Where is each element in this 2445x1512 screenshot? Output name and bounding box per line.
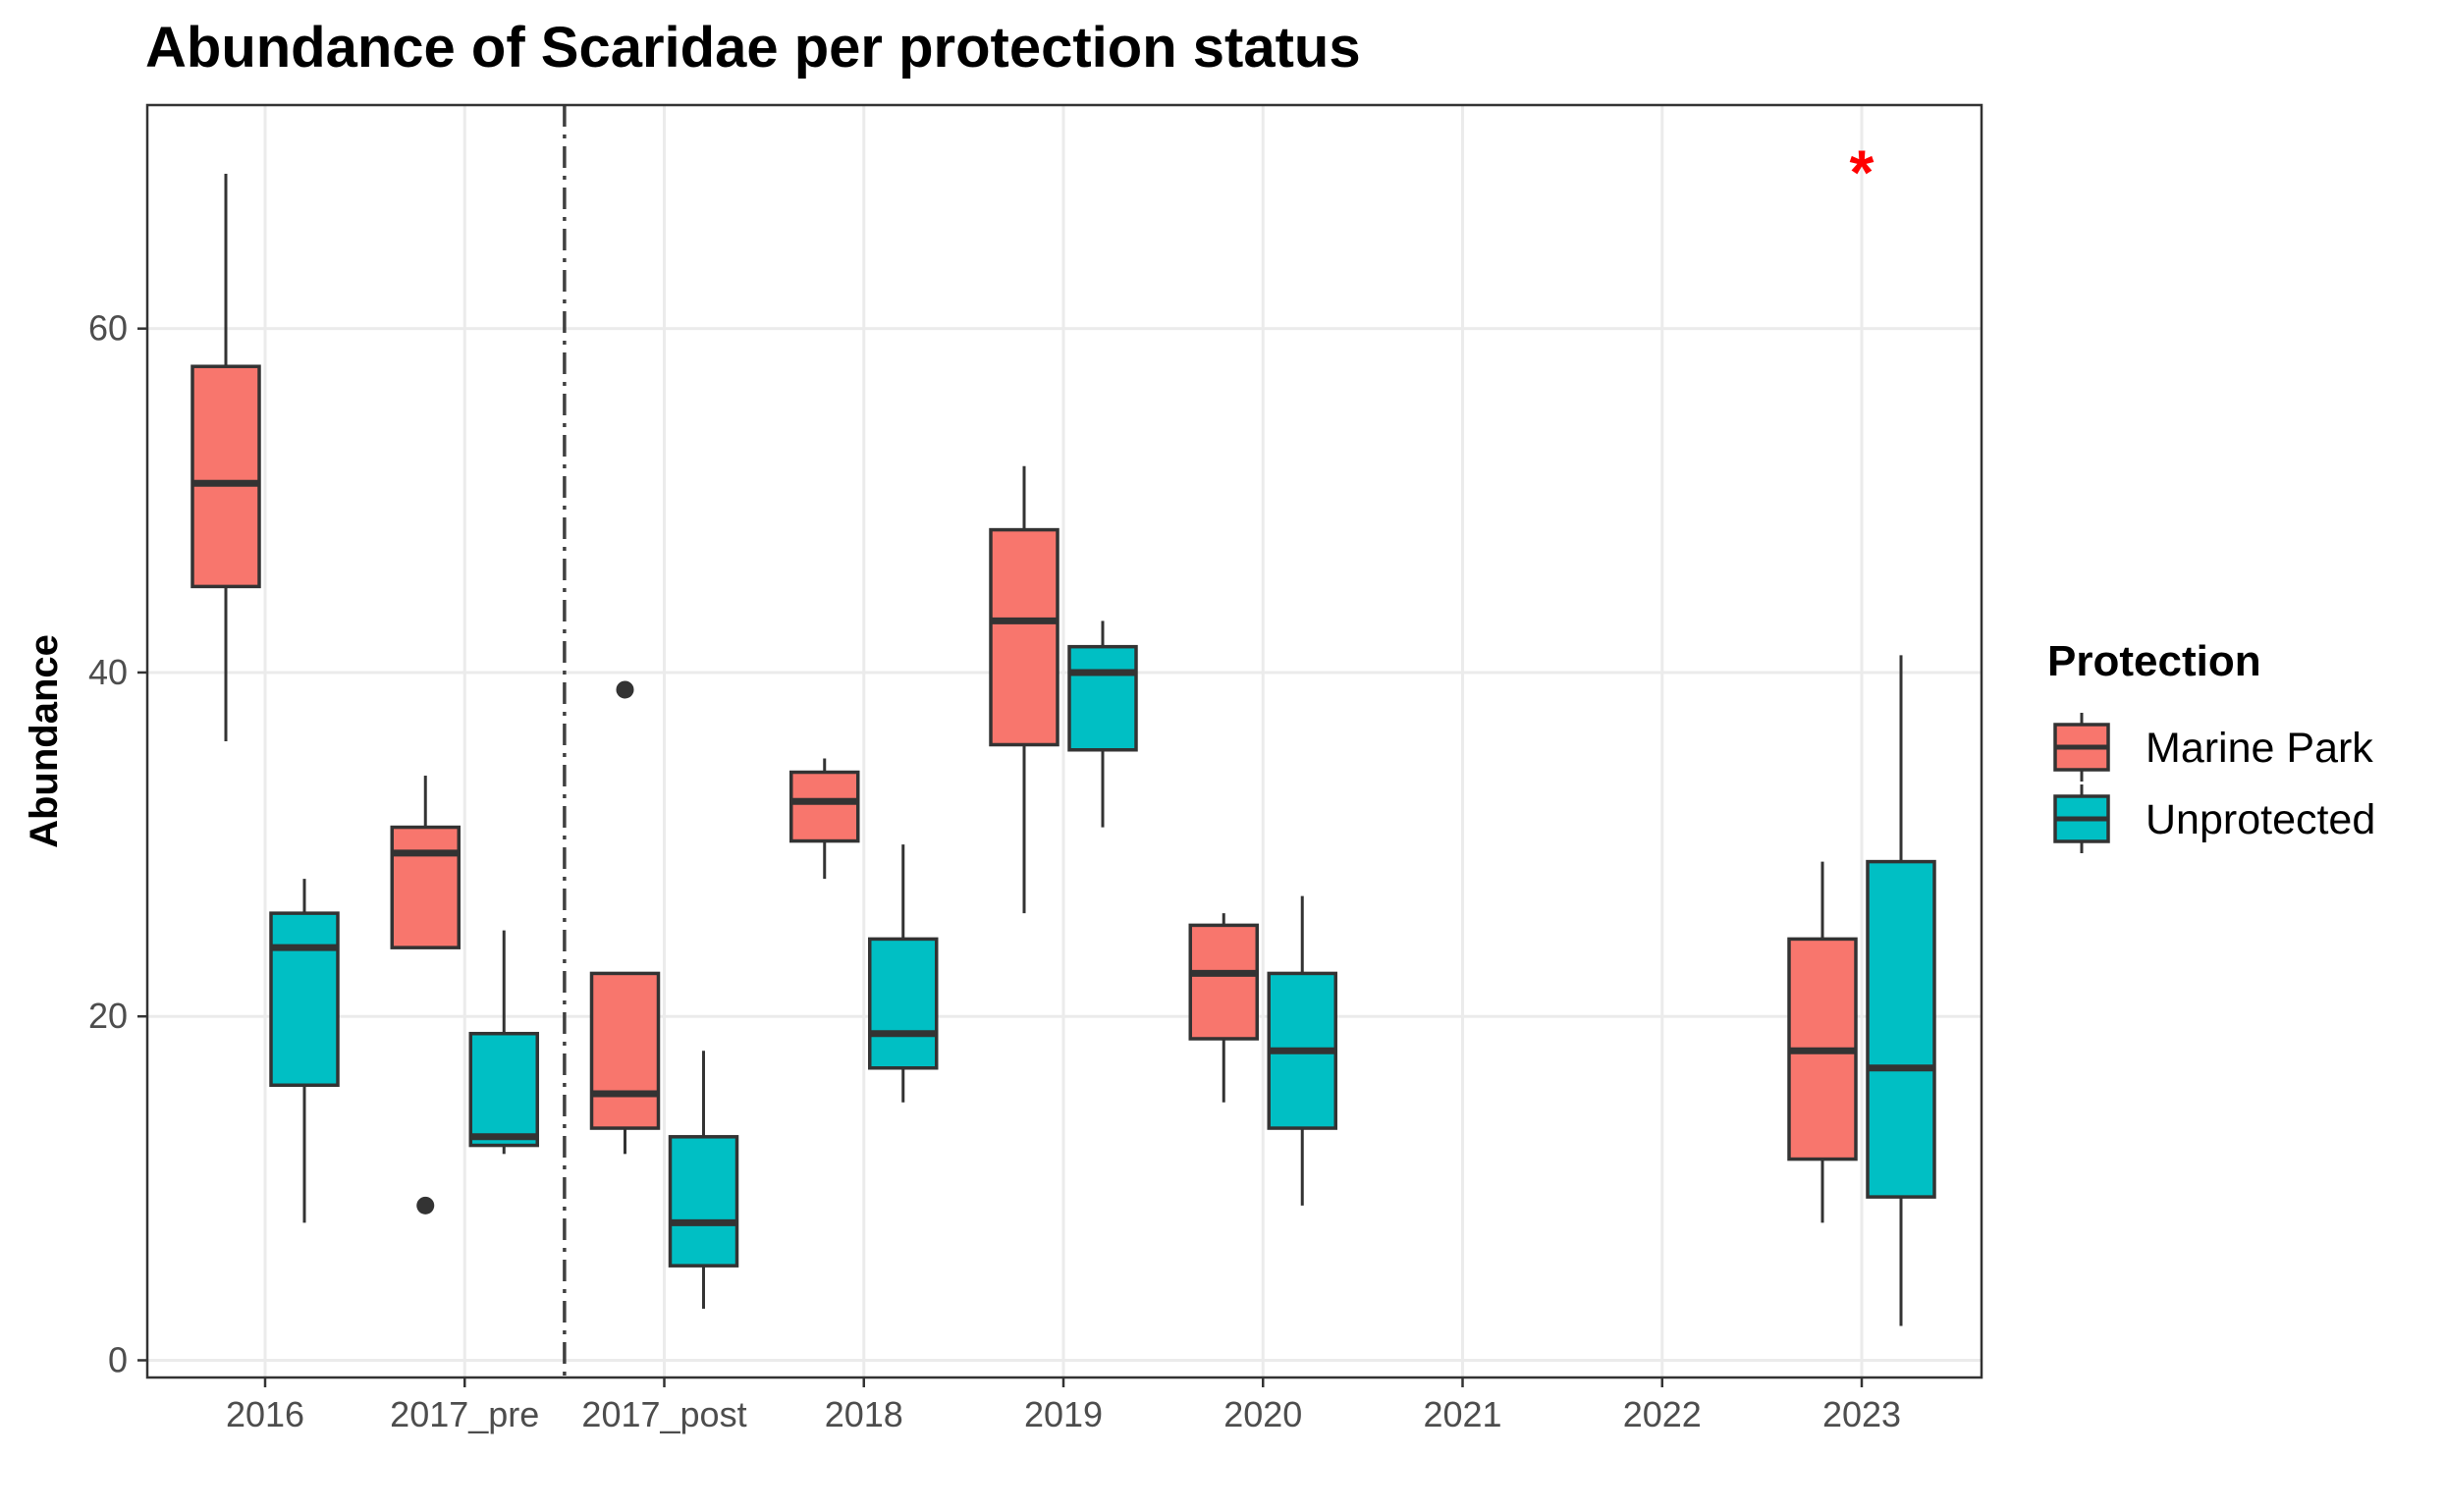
x-tick-label: 2017_pre xyxy=(390,1394,539,1434)
box-body xyxy=(269,911,340,1088)
x-tick-label: 2022 xyxy=(1623,1394,1702,1434)
box-body xyxy=(1067,644,1138,752)
box-body xyxy=(789,770,860,843)
box-marine-park-2016 xyxy=(190,174,261,741)
chart-title: Abundance of Scaridae per protection sta… xyxy=(145,16,1361,80)
box-body xyxy=(989,527,1060,747)
legend-label: Marine Park xyxy=(2146,725,2373,772)
y-tick-label: 60 xyxy=(88,308,128,349)
box-body xyxy=(589,971,661,1130)
legend-title: Protection xyxy=(2047,637,2261,685)
box-body xyxy=(1866,859,1936,1199)
y-tick-label: 40 xyxy=(88,652,128,692)
x-tick-label: 2023 xyxy=(1822,1394,1901,1434)
plot-area: * 0 20 40 60 2016 2017_pre 2017_post 2018 2019 202… xyxy=(88,103,1983,1434)
box-unprotected-2018 xyxy=(868,844,939,1103)
box-body xyxy=(468,1031,539,1148)
x-tick-label: 2016 xyxy=(226,1394,304,1434)
legend-item-unprotected: Unprotected xyxy=(2053,784,2375,853)
box-marine-park-2017_post xyxy=(589,680,661,1155)
x-tick-label: 2019 xyxy=(1024,1394,1103,1434)
box-body xyxy=(1188,923,1259,1041)
box-body xyxy=(868,937,939,1070)
box-unprotected-2017_post xyxy=(668,1051,739,1309)
box-marine-park-2019 xyxy=(989,465,1060,914)
x-tick-label: 2020 xyxy=(1223,1394,1302,1434)
x-tick-label: 2018 xyxy=(825,1394,903,1434)
box-marine-park-2023 xyxy=(1787,861,1858,1223)
significance-star: * xyxy=(1850,137,1874,208)
box-unprotected-2020 xyxy=(1267,895,1337,1206)
outlier-point xyxy=(616,680,634,699)
y-tick-label: 20 xyxy=(88,996,128,1036)
box-unprotected-2016 xyxy=(269,879,340,1223)
box-marine-park-2018 xyxy=(789,758,860,880)
outlier-point xyxy=(416,1196,435,1215)
box-body xyxy=(390,825,461,949)
legend-label: Unprotected xyxy=(2146,796,2375,843)
x-tick-label: 2017_post xyxy=(581,1394,746,1434)
x-tick-label: 2021 xyxy=(1423,1394,1501,1434)
box-unprotected-2023 xyxy=(1866,655,1936,1326)
legend-item-marine-park: Marine Park xyxy=(2053,713,2373,782)
box-body xyxy=(190,364,261,589)
box-unprotected-2019 xyxy=(1067,621,1138,828)
box-unprotected-2017_pre xyxy=(468,930,539,1155)
box-body xyxy=(668,1135,739,1268)
y-axis-label: Abundance xyxy=(23,634,66,848)
box-marine-park-2020 xyxy=(1188,913,1259,1103)
legend: Protection Marine Park Unprotected xyxy=(2047,637,2375,853)
y-tick-label: 0 xyxy=(108,1339,128,1379)
box-marine-park-2017_pre xyxy=(390,776,461,1215)
